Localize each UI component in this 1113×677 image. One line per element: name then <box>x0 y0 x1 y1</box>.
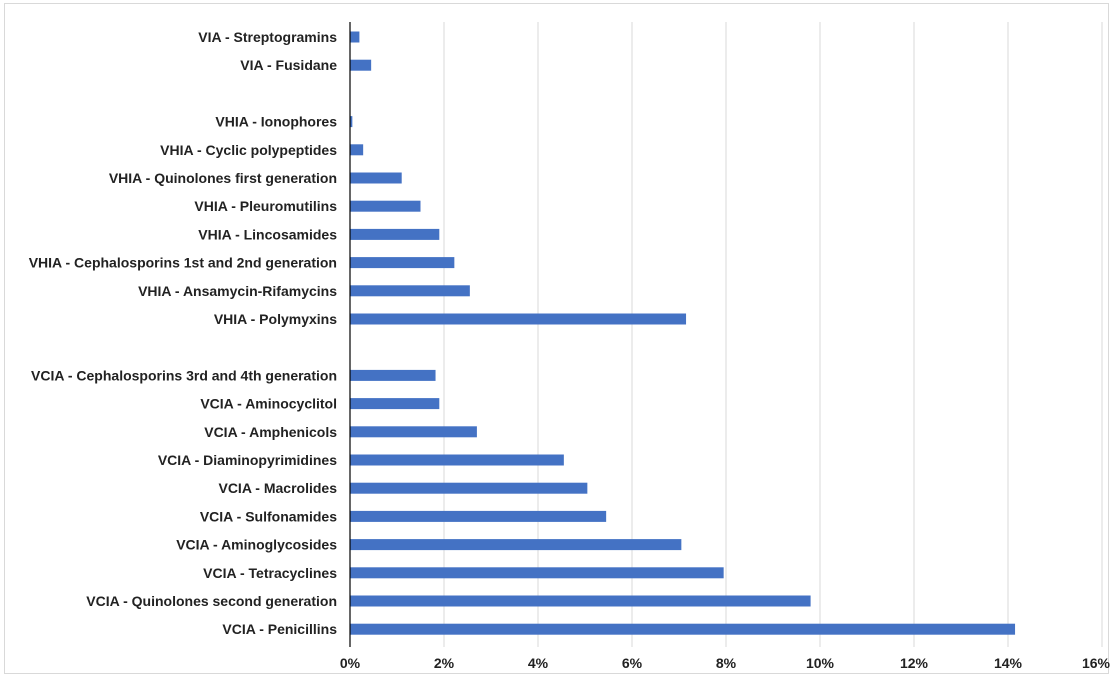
category-label: VCIA - Quinolones second generation <box>86 593 337 609</box>
bar <box>350 482 588 494</box>
bar <box>350 369 436 381</box>
category-label: VCIA - Amphenicols <box>204 424 337 440</box>
category-label: VCIA - Cephalosporins 3rd and 4th genera… <box>31 367 337 383</box>
bar <box>350 200 421 212</box>
x-tick-label: 10% <box>806 655 835 671</box>
bar <box>350 510 607 522</box>
category-label: VCIA - Sulfonamides <box>200 508 337 524</box>
bar <box>350 539 682 551</box>
x-tick-label: 2% <box>434 655 455 671</box>
bar <box>350 144 364 156</box>
category-label: VIA - Streptogramins <box>198 29 337 45</box>
x-tick-label: 12% <box>900 655 929 671</box>
bar <box>350 567 724 579</box>
category-label: VCIA - Macrolides <box>218 480 337 496</box>
bar-chart: VIA - Streptogramins VIA - Fusidane VHIA -… <box>29 22 1110 671</box>
bar <box>350 595 811 607</box>
x-tick-label: 16% <box>1082 655 1110 671</box>
category-label: VCIA - Aminoglycosides <box>176 537 337 553</box>
category-label: VHIA - Quinolones first generation <box>109 170 337 186</box>
category-label: VCIA - Tetracyclines <box>203 565 337 581</box>
bar <box>350 398 440 410</box>
x-tick-label: 14% <box>994 655 1023 671</box>
bar <box>350 228 440 240</box>
category-label: VHIA - Ionophores <box>215 114 337 130</box>
category-label: VHIA - Cephalosporins 1st and 2nd genera… <box>29 255 337 271</box>
chart-frame: VIA - Streptogramins VIA - Fusidane VHIA -… <box>4 3 1110 674</box>
x-tick-label: 4% <box>528 655 549 671</box>
category-label: VHIA - Lincosamides <box>198 226 337 242</box>
bar <box>350 172 402 184</box>
category-label: VCIA - Aminocyclitol <box>200 396 337 412</box>
bar <box>350 426 477 438</box>
category-label: VCIA - Diaminopyrimidines <box>158 452 337 468</box>
bar <box>350 285 470 297</box>
x-tick-label: 0% <box>340 655 361 671</box>
category-label: VHIA - Ansamycin-Rifamycins <box>138 283 337 299</box>
category-label: VHIA - Pleuromutilins <box>194 198 337 214</box>
bar <box>350 116 353 128</box>
category-label: VCIA - Penicillins <box>222 621 337 637</box>
category-label: VHIA - Cyclic polypeptides <box>160 142 337 158</box>
category-label: VHIA - Polymyxins <box>214 311 337 327</box>
category-label: VIA - Fusidane <box>240 57 337 73</box>
x-tick-label: 6% <box>622 655 643 671</box>
bar <box>350 313 687 325</box>
bar <box>350 59 372 71</box>
bar <box>350 623 1016 635</box>
bar <box>350 31 360 43</box>
x-tick-label: 8% <box>716 655 737 671</box>
bar <box>350 454 564 466</box>
bar <box>350 257 455 269</box>
